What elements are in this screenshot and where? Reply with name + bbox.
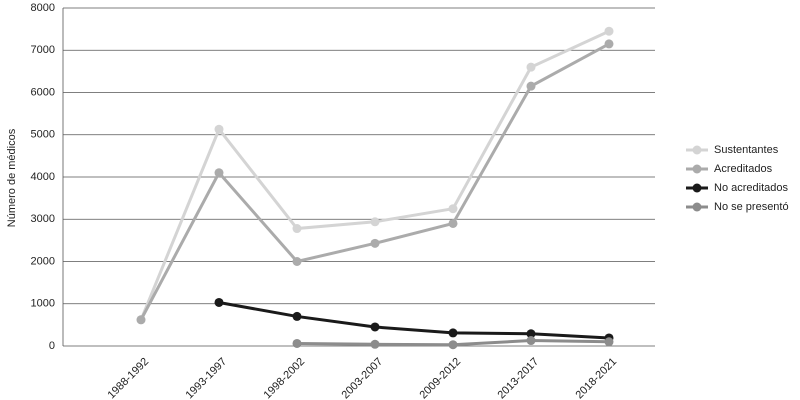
legend-marker xyxy=(692,183,702,193)
data-point xyxy=(604,337,614,347)
data-point xyxy=(604,39,614,49)
data-point xyxy=(136,315,146,325)
x-tick-label: 2018-2021 xyxy=(573,356,619,400)
y-tick-label: 6000 xyxy=(31,86,55,98)
legend-label: Acreditados xyxy=(714,163,773,175)
x-tick-label: 2013-2017 xyxy=(495,356,541,400)
data-point xyxy=(448,328,458,338)
data-point xyxy=(292,338,302,348)
series-line xyxy=(218,301,610,340)
x-tick-label: 1998-2002 xyxy=(261,356,307,400)
data-point xyxy=(370,322,380,332)
data-point xyxy=(370,217,380,227)
x-tick-label: 2009-2012 xyxy=(417,356,463,400)
legend-label: Sustentantes xyxy=(714,144,779,156)
x-tick-label: 1988-1992 xyxy=(105,356,151,400)
series-line xyxy=(139,29,610,321)
data-point xyxy=(526,62,536,72)
x-tick-label: 2003-2007 xyxy=(339,356,385,400)
data-point xyxy=(292,257,302,266)
y-tick-label: 4000 xyxy=(31,171,55,183)
legend-label: No se presentó xyxy=(714,201,789,213)
series-line xyxy=(139,42,610,321)
data-point xyxy=(292,311,302,321)
y-tick-label: 7000 xyxy=(31,44,55,56)
x-tick-label: 1993-1997 xyxy=(183,356,229,400)
data-point xyxy=(214,297,224,307)
data-point xyxy=(370,339,380,349)
y-tick-label: 8000 xyxy=(31,2,55,14)
data-point xyxy=(370,238,380,248)
y-tick-label: 3000 xyxy=(31,213,55,225)
data-point xyxy=(604,26,614,36)
legend-marker xyxy=(692,202,702,212)
data-point xyxy=(526,81,536,91)
y-tick-label: 2000 xyxy=(31,255,55,267)
data-point xyxy=(292,224,302,234)
legend-marker xyxy=(692,145,702,155)
y-tick-label: 5000 xyxy=(31,129,55,141)
data-point xyxy=(526,336,536,346)
y-tick-label: 0 xyxy=(49,340,55,352)
data-point xyxy=(448,204,458,214)
data-point xyxy=(448,218,458,228)
data-point xyxy=(214,124,224,134)
data-point xyxy=(214,168,224,178)
y-tick-label: 1000 xyxy=(31,298,55,310)
data-point xyxy=(526,329,536,339)
legend-marker xyxy=(692,164,702,174)
data-point xyxy=(448,340,458,350)
y-axis-label: Número de médicos xyxy=(6,128,18,227)
legend-label: No acreditados xyxy=(714,182,788,194)
